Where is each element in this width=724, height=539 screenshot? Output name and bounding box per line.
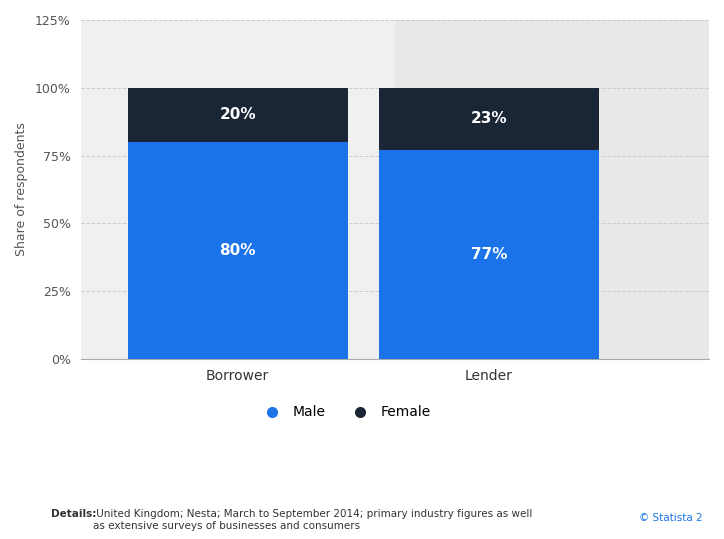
- Text: 80%: 80%: [219, 243, 256, 258]
- Legend: Male, Female: Male, Female: [251, 398, 438, 426]
- Text: 77%: 77%: [471, 247, 508, 262]
- Bar: [395, 20, 709, 359]
- Bar: [127, 142, 348, 359]
- Text: © Statista 2: © Statista 2: [639, 513, 702, 523]
- Bar: [379, 150, 599, 359]
- Bar: [127, 88, 348, 142]
- Y-axis label: Share of respondents: Share of respondents: [15, 122, 28, 257]
- Text: 20%: 20%: [219, 107, 256, 122]
- Bar: [379, 88, 599, 150]
- Text: 23%: 23%: [471, 112, 508, 127]
- Text: Details:: Details:: [51, 509, 96, 520]
- Text: United Kingdom; Nesta; March to September 2014; primary industry figures as well: United Kingdom; Nesta; March to Septembe…: [93, 509, 532, 531]
